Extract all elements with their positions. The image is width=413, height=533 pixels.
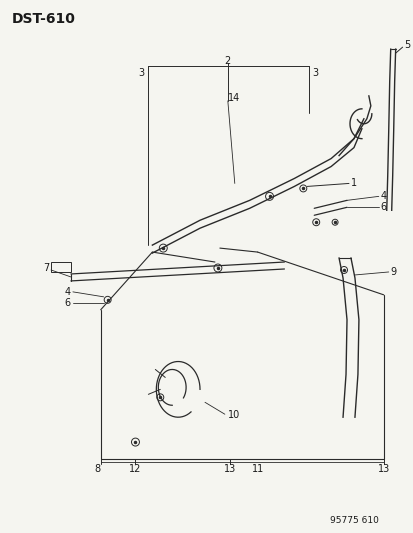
Text: 4: 4 xyxy=(380,191,386,201)
Text: 8: 8 xyxy=(95,464,100,474)
Text: 10: 10 xyxy=(227,410,240,420)
Text: 12: 12 xyxy=(129,464,141,474)
Text: 14: 14 xyxy=(227,93,240,103)
Text: 13: 13 xyxy=(377,464,389,474)
Bar xyxy=(51,262,71,272)
Text: 1: 1 xyxy=(350,179,356,189)
Text: 2: 2 xyxy=(224,56,230,66)
Text: DST-610: DST-610 xyxy=(11,12,75,26)
Text: 7: 7 xyxy=(43,263,49,273)
Text: 11: 11 xyxy=(251,464,263,474)
Text: 3: 3 xyxy=(138,68,144,78)
Text: 3: 3 xyxy=(311,68,318,78)
Text: 9: 9 xyxy=(390,267,396,277)
Text: 95775 610: 95775 610 xyxy=(329,516,377,525)
Text: 5: 5 xyxy=(404,40,410,50)
Text: 4: 4 xyxy=(64,287,71,297)
Text: 6: 6 xyxy=(64,298,71,308)
Text: 13: 13 xyxy=(223,464,235,474)
Text: 6: 6 xyxy=(380,203,386,212)
